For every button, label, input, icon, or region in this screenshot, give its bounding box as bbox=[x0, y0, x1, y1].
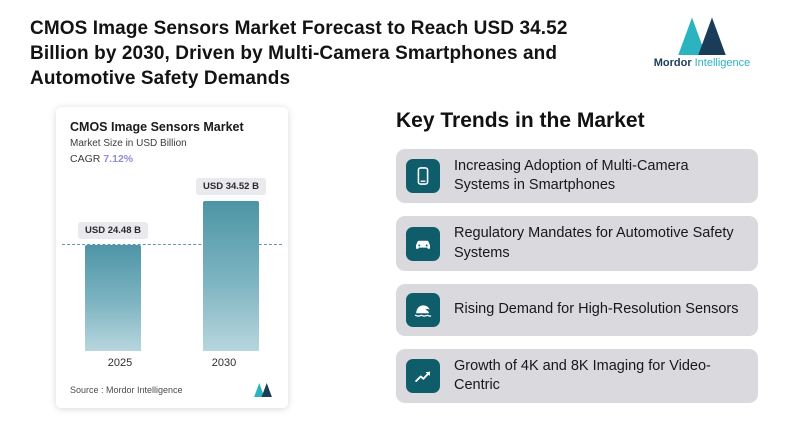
chart-subtitle: Market Size in USD Billion bbox=[70, 138, 187, 150]
bar-2025 bbox=[85, 245, 141, 352]
bar-value-label-2030: USD 34.52 B bbox=[196, 178, 266, 196]
cagr-row: CAGR 7.12% bbox=[70, 153, 274, 165]
bar-2030 bbox=[202, 201, 259, 352]
car-icon bbox=[406, 226, 440, 261]
trend-card-smartphones: Increasing Adoption of Multi-Camera Syst… bbox=[396, 149, 758, 204]
header: CMOS Image Sensors Market Forecast to Re… bbox=[0, 0, 800, 95]
source-text: Source : Mordor Intelligence bbox=[70, 384, 183, 395]
trend-card-automotive: Regulatory Mandates for Automotive Safet… bbox=[396, 216, 758, 271]
wave-icon bbox=[406, 292, 440, 327]
mordor-logo-icon bbox=[678, 17, 726, 55]
growth-chart-icon bbox=[406, 358, 440, 393]
cagr-value: 7.12% bbox=[103, 153, 134, 166]
brand-logo: Mordor Intelligence bbox=[632, 15, 772, 69]
chart-title: CMOS Image Sensors Market bbox=[70, 120, 244, 135]
axis-label-2030: 2030 bbox=[211, 357, 237, 370]
mordor-logo-small-icon bbox=[254, 383, 272, 398]
brand-name-secondary: Intelligence bbox=[694, 57, 751, 69]
axis-label-2025: 2025 bbox=[107, 357, 133, 370]
trend-card-resolution: Rising Demand for High-Resolution Sensor… bbox=[396, 283, 758, 336]
bar-group-2030: USD 34.52 B bbox=[196, 178, 266, 352]
trend-card-video: Growth of 4K and 8K Imaging for Video-Ce… bbox=[396, 348, 758, 403]
trend-text: Increasing Adoption of Multi-Camera Syst… bbox=[454, 158, 689, 194]
page-title: CMOS Image Sensors Market Forecast to Re… bbox=[30, 18, 568, 90]
reference-dashed-line bbox=[62, 244, 282, 246]
brand-name: Mordor Intelligence bbox=[654, 57, 751, 69]
bar-value-label-2025: USD 24.48 B bbox=[78, 222, 148, 240]
trend-text: Rising Demand for High-Resolution Sensor… bbox=[454, 301, 739, 318]
trend-text: Regulatory Mandates for Automotive Safet… bbox=[454, 225, 734, 261]
source-row: Source : Mordor Intelligence bbox=[70, 382, 274, 398]
bar-group-2025: USD 24.48 B bbox=[78, 222, 148, 352]
cagr-label: CAGR bbox=[70, 153, 101, 166]
bar-chart: USD 24.48 B USD 34.52 B bbox=[62, 171, 282, 352]
trend-text: Growth of 4K and 8K Imaging for Video-Ce… bbox=[454, 357, 711, 393]
brand-name-primary: Mordor bbox=[653, 57, 692, 69]
smartphone-icon bbox=[406, 159, 440, 194]
x-axis: 2025 2030 bbox=[70, 357, 274, 369]
trends-heading: Key Trends in the Market bbox=[396, 109, 645, 133]
main-content: CMOS Image Sensors Market Market Size in… bbox=[0, 107, 800, 416]
market-chart-card: CMOS Image Sensors Market Market Size in… bbox=[56, 107, 288, 409]
key-trends-section: Key Trends in the Market Increasing Adop… bbox=[396, 107, 758, 416]
